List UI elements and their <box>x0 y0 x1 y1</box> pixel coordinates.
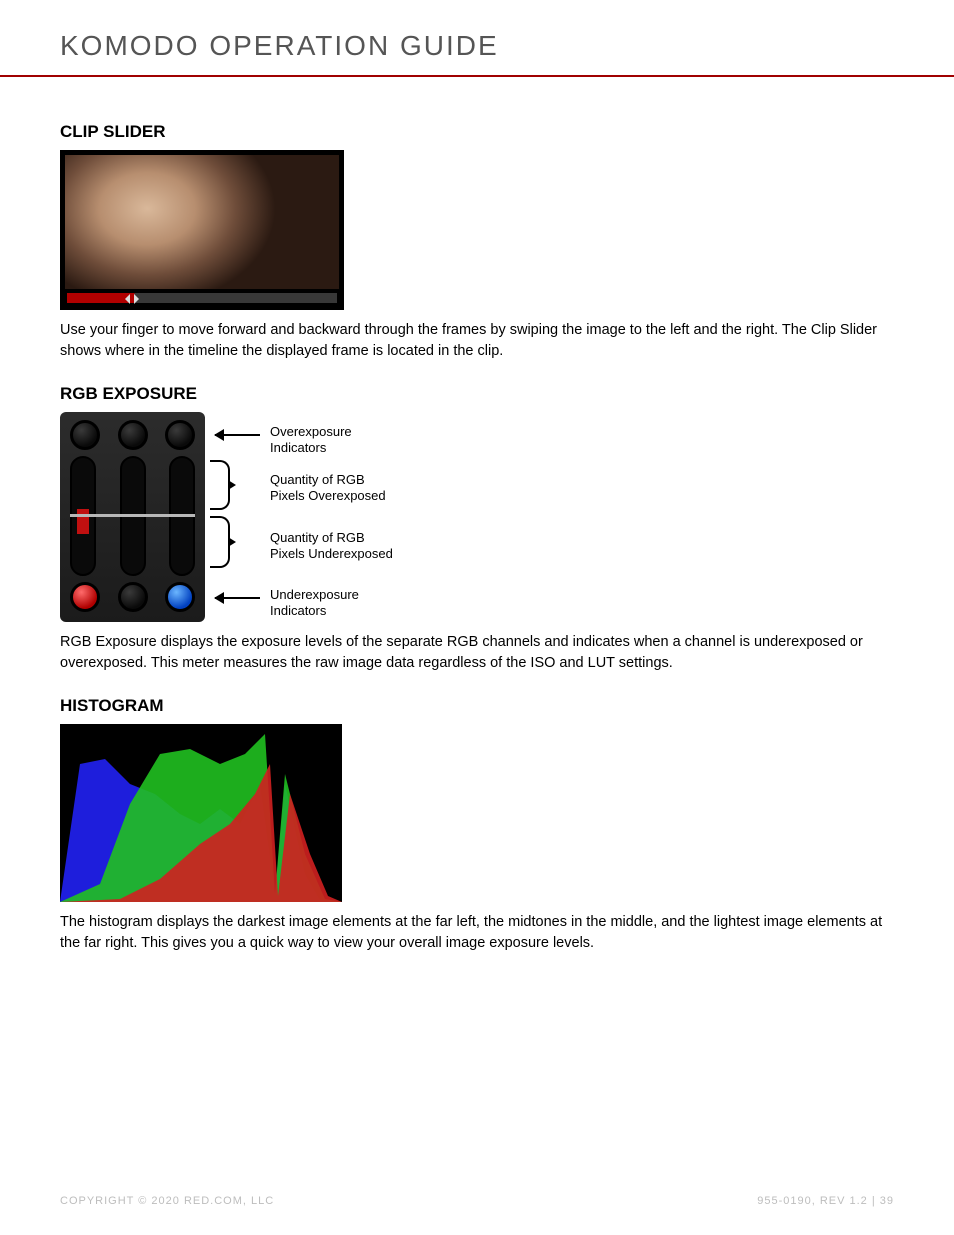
clip-playhead-icon <box>127 292 137 306</box>
over-indicator-b <box>165 420 195 450</box>
overexposure-indicator-row <box>70 420 195 450</box>
over-indicator-g <box>118 420 148 450</box>
histogram-heading: HISTOGRAM <box>60 696 894 716</box>
arrow-icon <box>215 434 260 436</box>
histogram-figure <box>60 724 342 902</box>
copyright-text: COPYRIGHT © 2020 RED.COM, LLC <box>60 1195 274 1207</box>
histogram-body: The histogram displays the darkest image… <box>60 912 894 954</box>
callout-qty-over: Quantity of RGB Pixels Overexposed <box>270 472 386 503</box>
histogram-svg <box>60 724 342 902</box>
exposure-midline <box>70 514 195 517</box>
arrow-icon <box>215 597 260 599</box>
callout-under-indicators: Underexposure Indicators <box>270 587 359 618</box>
brace-icon <box>210 460 230 510</box>
clip-preview-image <box>65 155 339 289</box>
clip-slider-heading: CLIP SLIDER <box>60 122 894 142</box>
rgb-exposure-body: RGB Exposure displays the exposure level… <box>60 632 894 674</box>
over-indicator-r <box>70 420 100 450</box>
rgb-exposure-heading: RGB EXPOSURE <box>60 384 894 404</box>
clip-timeline <box>67 293 337 303</box>
clip-slider-figure <box>60 150 344 310</box>
page-title: KOMODO OPERATION GUIDE <box>60 30 894 62</box>
under-indicator-r <box>70 582 100 612</box>
brace-icon <box>210 516 230 568</box>
title-rule <box>0 75 954 77</box>
under-indicator-b <box>165 582 195 612</box>
underexposure-indicator-row <box>70 582 195 612</box>
callout-over-indicators: Overexposure Indicators <box>270 424 352 455</box>
rgb-panel <box>60 412 205 622</box>
clip-slider-body: Use your finger to move forward and back… <box>60 320 894 362</box>
callout-qty-under: Quantity of RGB Pixels Underexposed <box>270 530 393 561</box>
under-indicator-g <box>118 582 148 612</box>
page-number-text: 955-0190, REV 1.2 | 39 <box>757 1195 894 1207</box>
page-footer: COPYRIGHT © 2020 RED.COM, LLC 955-0190, … <box>60 1195 894 1207</box>
rgb-exposure-figure: Overexposure Indicators Quantity of RGB … <box>60 412 400 622</box>
exposure-bars <box>70 456 195 576</box>
content-area: CLIP SLIDER Use your finger to move forw… <box>60 122 894 954</box>
